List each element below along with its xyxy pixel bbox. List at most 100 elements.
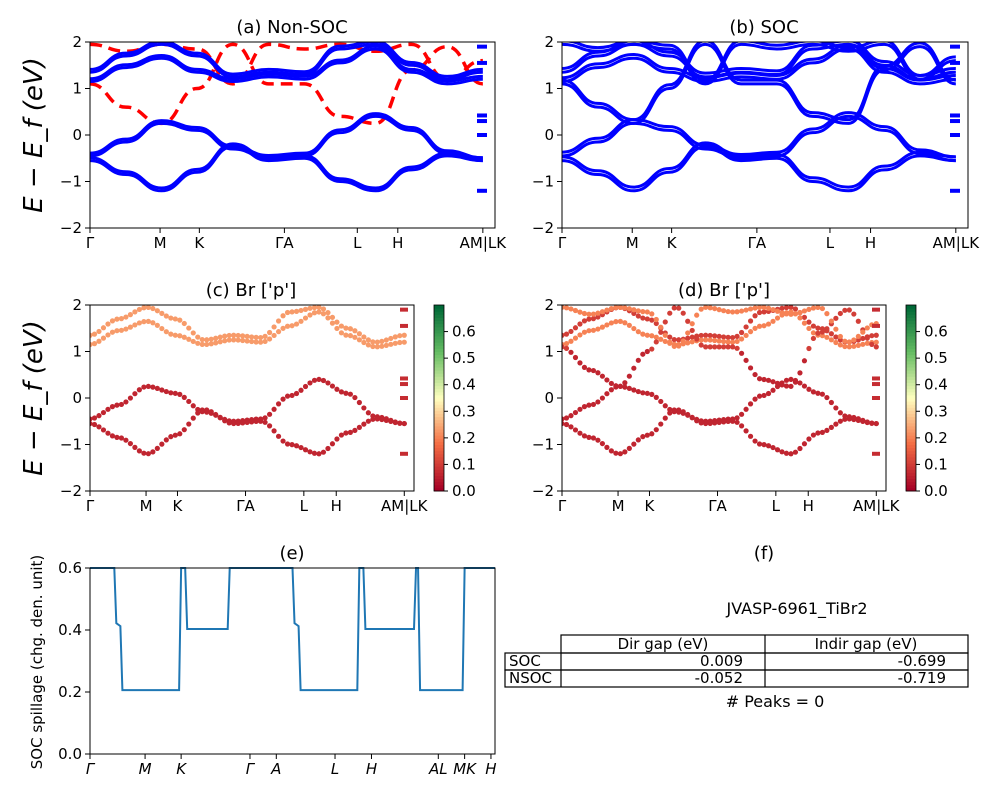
projection-point bbox=[635, 313, 641, 319]
projection-point bbox=[860, 329, 866, 335]
projection-point bbox=[725, 344, 731, 350]
projection-point bbox=[851, 337, 857, 343]
projection-point bbox=[96, 328, 102, 335]
projection-point bbox=[846, 416, 852, 422]
projection-point bbox=[667, 334, 673, 340]
projection-point bbox=[109, 433, 116, 439]
projection-point bbox=[721, 344, 727, 350]
projection-point bbox=[653, 334, 659, 340]
projection-point bbox=[815, 430, 821, 436]
projection-point bbox=[806, 345, 812, 352]
projection-point bbox=[150, 449, 156, 455]
projection-point bbox=[671, 305, 677, 311]
panel-d-xtick-label: AM|LK bbox=[853, 497, 901, 515]
projection-point bbox=[172, 390, 178, 396]
projection-point bbox=[703, 305, 709, 310]
projection-point bbox=[801, 383, 808, 389]
projection-point bbox=[123, 437, 129, 443]
projection-point bbox=[622, 320, 628, 326]
soc-band-line bbox=[562, 42, 957, 125]
projection-point bbox=[770, 387, 776, 393]
projection-point bbox=[105, 321, 111, 327]
projection-point bbox=[186, 421, 192, 427]
projection-point bbox=[132, 444, 138, 450]
projection-point bbox=[235, 337, 241, 343]
panel-d-ytick-label: 0 bbox=[544, 389, 554, 407]
projection-point bbox=[397, 339, 403, 346]
projection-point bbox=[379, 338, 385, 344]
projection-point bbox=[590, 327, 597, 333]
panel-d-xtick-label: M bbox=[612, 497, 625, 515]
projection-point bbox=[837, 410, 843, 416]
projection-point bbox=[873, 339, 879, 345]
projection-point bbox=[792, 306, 799, 312]
projection-point bbox=[783, 311, 790, 317]
projection-point bbox=[617, 383, 623, 389]
projection-point bbox=[653, 339, 659, 345]
projection-point bbox=[644, 432, 650, 438]
peaks-footer: # Peaks = 0 bbox=[726, 692, 825, 711]
projection-point bbox=[774, 447, 781, 453]
projection-point bbox=[280, 325, 286, 331]
projection-point bbox=[770, 318, 776, 324]
projection-point bbox=[568, 328, 574, 335]
projection-point bbox=[338, 432, 345, 438]
projection-point bbox=[577, 332, 583, 338]
projection-point bbox=[662, 332, 668, 338]
panel-d-ytick-label: −1 bbox=[532, 436, 554, 454]
panel-c-xtick-label: AM|LK bbox=[381, 497, 429, 515]
projection-point bbox=[649, 317, 655, 323]
nonsoc-band-line bbox=[90, 112, 483, 160]
table-row-nsoc-label: NSOC bbox=[509, 669, 552, 687]
projection-point bbox=[824, 326, 830, 332]
projection-point bbox=[118, 435, 125, 441]
projection-point bbox=[262, 338, 268, 345]
panel-e-xtick-label: L bbox=[331, 760, 339, 778]
projection-point bbox=[388, 335, 394, 342]
projection-point bbox=[649, 391, 655, 397]
projection-point bbox=[613, 305, 619, 311]
projection-point bbox=[316, 451, 322, 457]
projection-point bbox=[568, 349, 574, 355]
projection-point bbox=[738, 329, 745, 336]
projection-point bbox=[815, 390, 821, 396]
projection-point bbox=[662, 403, 668, 409]
projection-point bbox=[320, 311, 327, 317]
projection-point bbox=[284, 309, 291, 316]
projection-point bbox=[213, 335, 219, 341]
colorbar-tick-label: 0.6 bbox=[924, 323, 948, 341]
projection-point bbox=[752, 305, 758, 311]
projection-point bbox=[383, 342, 389, 349]
projection-point bbox=[329, 441, 336, 447]
panel-d-ytick-label: 1 bbox=[544, 343, 554, 361]
projection-point bbox=[703, 344, 709, 350]
projection-point bbox=[577, 360, 583, 366]
projection-point bbox=[568, 306, 574, 312]
nonsoc-band-line bbox=[90, 47, 483, 86]
projection-point bbox=[810, 432, 817, 438]
panel-c-ytick-label: 2 bbox=[72, 296, 82, 314]
projection-point bbox=[208, 336, 214, 342]
projection-point bbox=[109, 318, 116, 324]
projection-point bbox=[738, 308, 745, 314]
projection-point bbox=[873, 344, 879, 350]
projection-point bbox=[231, 332, 237, 338]
projection-point bbox=[383, 417, 389, 423]
projection-point bbox=[631, 365, 637, 371]
projection-point bbox=[284, 323, 291, 329]
projection-point bbox=[595, 399, 601, 405]
projection-point bbox=[662, 319, 668, 325]
projection-point bbox=[577, 406, 583, 412]
colorbar-tick-label: 0.2 bbox=[452, 429, 476, 447]
projection-point bbox=[640, 434, 646, 440]
projection-point bbox=[617, 305, 623, 310]
projection-point bbox=[815, 325, 821, 331]
projection-point bbox=[572, 427, 579, 433]
projection-point bbox=[586, 402, 592, 408]
projection-point bbox=[123, 314, 129, 320]
projection-point bbox=[873, 332, 879, 338]
nonsoc-band-line bbox=[90, 142, 483, 190]
projection-point bbox=[743, 332, 749, 339]
projection-point bbox=[577, 430, 583, 436]
projection-point bbox=[819, 333, 826, 339]
